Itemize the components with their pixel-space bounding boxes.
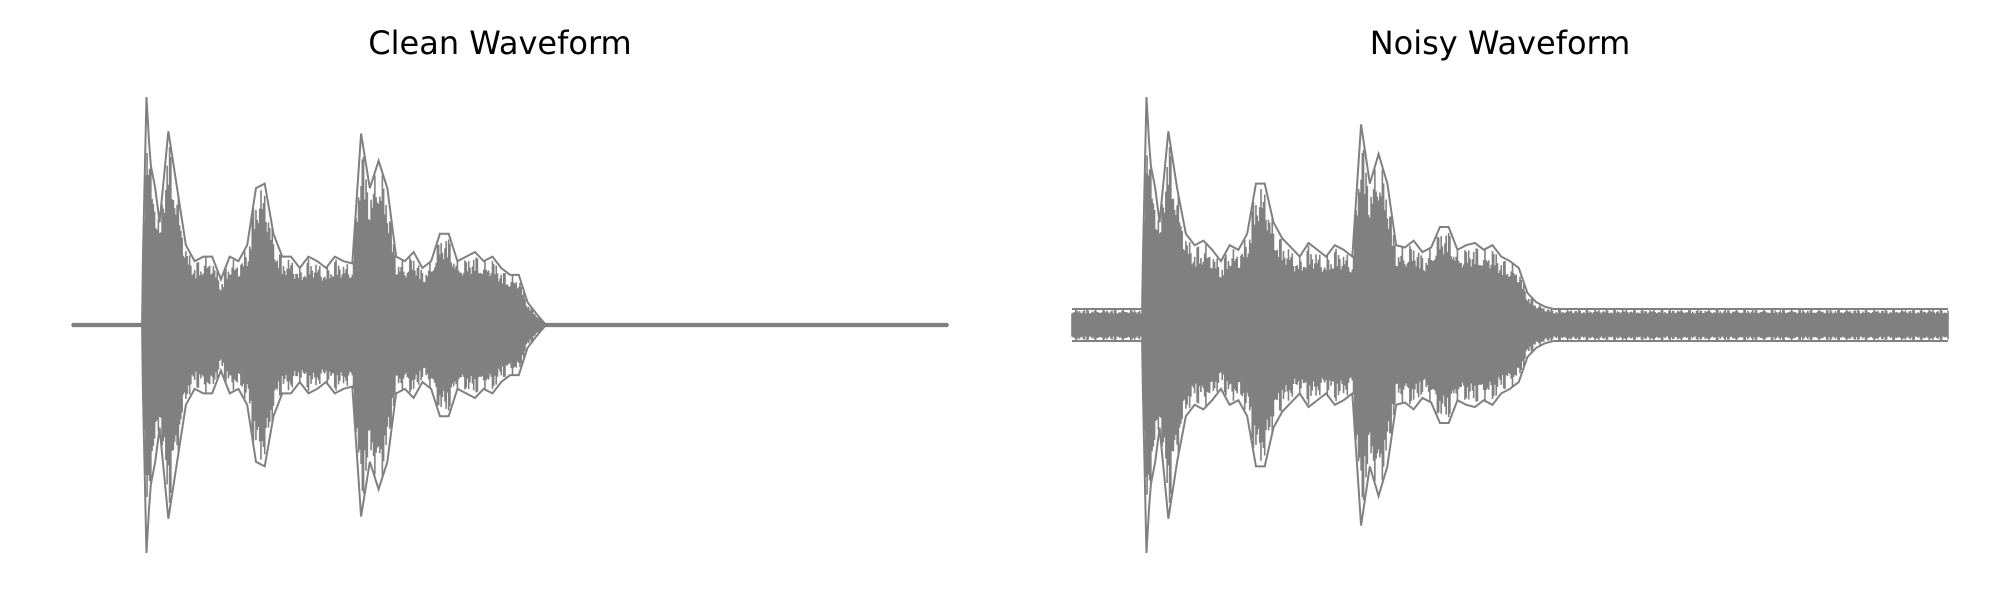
clean-waveform-panel: Clean Waveform	[71, 24, 949, 554]
waveform-series	[1071, 96, 1949, 554]
noisy-waveform-plot	[1071, 96, 1949, 554]
waveform-series	[71, 96, 949, 554]
waveform-upper-envelope	[1072, 96, 1948, 311]
clean-waveform-plot	[71, 96, 949, 554]
noisy-waveform-title: Noisy Waveform	[1369, 24, 1631, 62]
waveform-lower-envelope	[72, 325, 948, 554]
clean-waveform-title: Clean Waveform	[368, 24, 632, 62]
waveform-fill	[71, 147, 949, 503]
noisy-waveform-panel: Noisy Waveform	[1000, 0, 2000, 600]
waveform-fill	[1071, 147, 1949, 503]
waveform-lower-envelope	[1072, 339, 1948, 554]
waveform-upper-envelope	[72, 96, 948, 325]
